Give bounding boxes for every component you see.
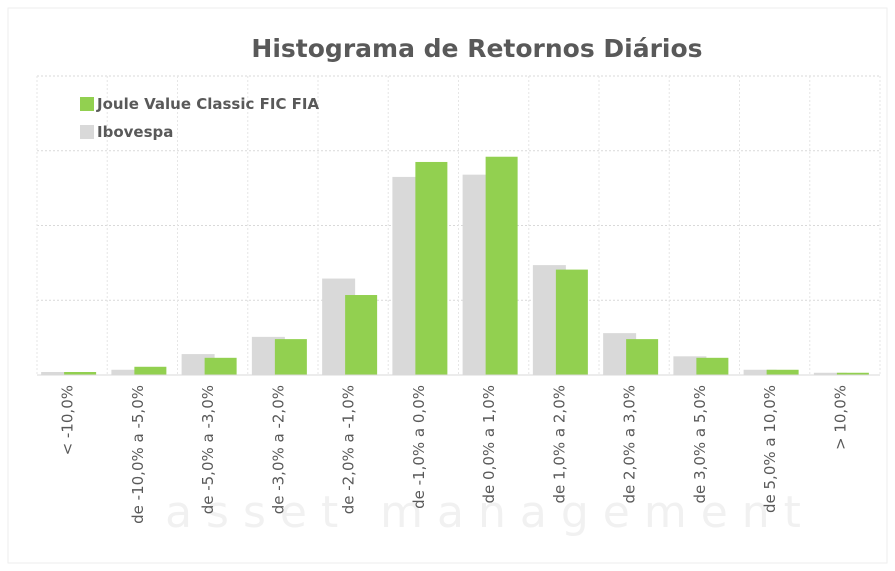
legend-swatch xyxy=(80,125,94,139)
bar xyxy=(555,269,588,375)
x-tick-label: de 5,0% a 10,0% xyxy=(761,385,779,513)
legend-label: Ibovespa xyxy=(97,123,174,141)
bar xyxy=(204,357,237,375)
x-tick-label: de 2,0% a 3,0% xyxy=(621,385,639,503)
legend: Joule Value Classic FIC FIA Ibovespa xyxy=(80,90,335,146)
bar xyxy=(836,372,869,375)
x-tick-label: < -10,0% xyxy=(59,385,77,455)
legend-label: Joule Value Classic FIC FIA xyxy=(97,95,320,113)
x-tick-label: de 3,0% a 5,0% xyxy=(691,385,709,503)
x-tick-label: de -5,0% a -3,0% xyxy=(199,385,217,514)
bar xyxy=(274,339,307,375)
bar xyxy=(485,156,518,375)
watermark: asset management xyxy=(165,487,815,538)
x-tick-label: de -1,0% a 0,0% xyxy=(410,385,428,509)
bar xyxy=(111,369,145,375)
x-tick-label: > 10,0% xyxy=(831,385,849,450)
x-tick-label: de -10,0% a -5,0% xyxy=(129,385,147,524)
legend-item: Joule Value Classic FIC FIA xyxy=(80,90,335,118)
chart-frame xyxy=(7,7,888,564)
x-tick-label: de 0,0% a 1,0% xyxy=(480,385,498,503)
bar xyxy=(345,295,378,375)
bar xyxy=(134,366,167,375)
bar xyxy=(415,161,448,375)
bar xyxy=(766,369,799,375)
bar xyxy=(64,372,97,375)
legend-item: Ibovespa xyxy=(80,118,335,146)
legend-swatch xyxy=(80,97,94,111)
x-tick-label: de 1,0% a 2,0% xyxy=(550,385,568,503)
chart-title: Histograma de Retornos Diários xyxy=(251,34,702,63)
bar xyxy=(626,339,659,375)
x-tick-label: de -2,0% a -1,0% xyxy=(340,385,358,514)
bar xyxy=(696,357,729,375)
bar xyxy=(41,372,75,375)
x-tick-label: de -3,0% a -2,0% xyxy=(269,385,287,514)
bar xyxy=(743,369,777,375)
bar xyxy=(813,372,847,375)
